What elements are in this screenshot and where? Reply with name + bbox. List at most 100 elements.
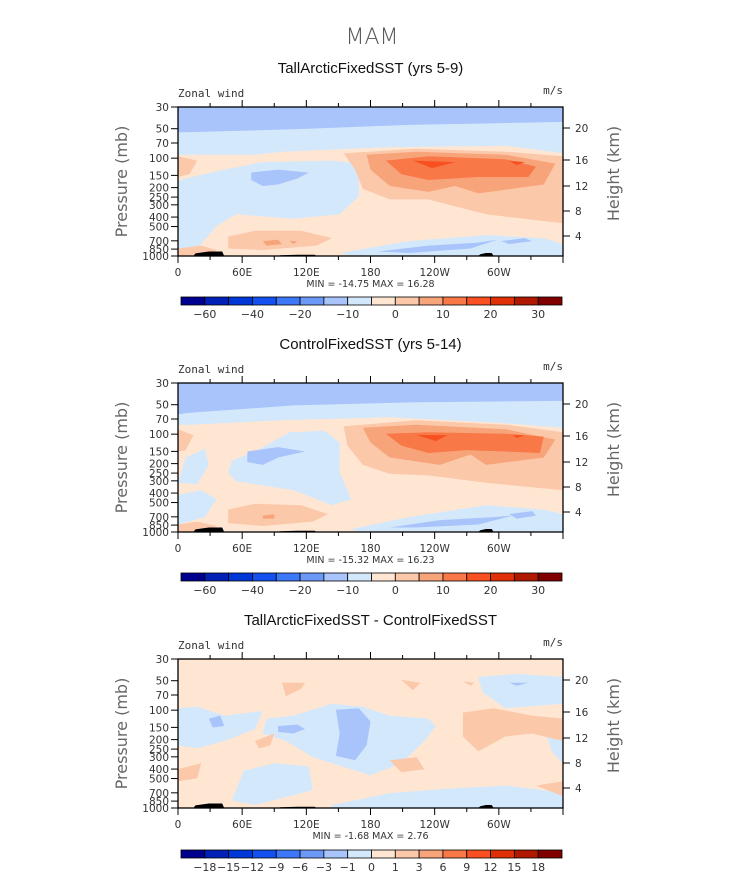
colorbar: −60 −40 −20 −10 0 10 20 30	[180, 572, 563, 597]
y-tick-label: 30	[156, 378, 169, 390]
colorbar-label: −12	[241, 861, 264, 872]
contour-region	[401, 679, 421, 691]
colorbar-box	[537, 572, 563, 582]
colorbar-box	[371, 296, 396, 306]
contour-region	[262, 239, 282, 246]
x-tick-label: 60E	[232, 543, 252, 555]
y-tick-label: 500	[149, 774, 169, 786]
y-right-tick-label: 20	[575, 675, 588, 687]
colorbar-box	[204, 296, 230, 306]
colorbar-box	[180, 849, 206, 859]
topography	[478, 529, 494, 532]
topography	[193, 803, 225, 808]
min-max-label: MIN = -1.68 MAX = 2.76	[312, 831, 428, 842]
y-right-axis-title: Height (km)	[604, 126, 623, 221]
colorbar-box	[252, 296, 277, 306]
colorbar-box	[228, 849, 253, 859]
variable-label: Zonal wind	[178, 87, 244, 100]
contour-region	[178, 107, 563, 133]
colorbar-label: −20	[288, 308, 311, 321]
colorbar-box	[537, 296, 563, 306]
colorbar-label: 0	[392, 308, 399, 321]
colorbar-box	[466, 572, 491, 582]
colorbar-box	[275, 296, 301, 306]
contour-region	[178, 156, 198, 177]
contour-region	[509, 682, 529, 686]
y-right-tick-label: 12	[575, 181, 588, 193]
colorbar: −18 −15 −12 −9 −6 −3 −1 0 1 3 6 9 12 15 18	[180, 849, 563, 872]
x-tick-label: 120E	[293, 543, 320, 555]
colorbar-label: 30	[531, 584, 545, 597]
y-tick-label: 50	[156, 124, 169, 136]
colorbar-box	[371, 572, 396, 582]
x-tick-label: 0	[175, 819, 182, 831]
contour-region	[231, 763, 313, 805]
colorbar-label: −20	[288, 584, 311, 597]
figure-title: MAM	[345, 25, 398, 50]
colorbar-box	[180, 572, 206, 582]
contour-region	[178, 490, 217, 525]
colorbar-box	[466, 296, 491, 306]
y-tick-label: 30	[156, 654, 169, 666]
x-tick-label: 120E	[293, 267, 320, 279]
colorbar-label: −10	[336, 308, 359, 321]
y-axis-title: Pressure (mb)	[112, 402, 131, 514]
contour-region	[332, 785, 563, 808]
y-tick-label: 70	[156, 414, 169, 426]
x-tick-label: 120E	[293, 819, 320, 831]
colorbar-box	[418, 572, 444, 582]
y-tick-label: 250	[149, 192, 169, 204]
y-tick-label: 30	[156, 102, 169, 114]
colorbar-label: 30	[531, 308, 545, 321]
y-right-tick-label: 20	[575, 399, 588, 411]
variable-label: Zonal wind	[178, 363, 244, 376]
contour-region	[208, 715, 225, 728]
x-tick-label: 120W	[419, 267, 450, 279]
y-tick-label: 150	[149, 170, 169, 182]
contour-region	[462, 681, 475, 686]
colorbar-label: 0	[392, 584, 399, 597]
colorbar-box	[418, 849, 444, 859]
contour-region	[178, 763, 202, 782]
y-right-tick-label: 4	[575, 231, 582, 243]
y-tick-label: 700	[149, 236, 169, 248]
colorbar-label: 9	[463, 861, 470, 872]
contour-region	[335, 708, 371, 761]
contour-region	[255, 733, 275, 749]
y-tick-label: 300	[149, 200, 169, 212]
y-right-axis-title: Height (km)	[604, 678, 623, 773]
colorbar-label: 3	[416, 861, 423, 872]
colorbar-box	[490, 849, 515, 859]
contour-region	[178, 160, 359, 252]
contour-region	[281, 682, 306, 697]
panel-2: ControlFixedSST (yrs 5-14) Zonal wind m/s 0…	[112, 336, 623, 597]
x-tick-label: 60E	[232, 819, 252, 831]
y-tick-label: 400	[149, 764, 169, 776]
colorbar-label: −1	[340, 861, 356, 872]
x-tick-label: 0	[175, 543, 182, 555]
min-max-label: MIN = -15.32 MAX = 16.23	[306, 555, 434, 566]
colorbar-box	[442, 296, 468, 306]
contour-region	[278, 724, 306, 734]
colorbar-box	[490, 572, 515, 582]
colorbar-box	[371, 849, 396, 859]
y-right-tick-label: 8	[575, 758, 582, 770]
contour-region	[509, 160, 525, 166]
y-tick-label: 300	[149, 752, 169, 764]
y-tick-label: 100	[149, 705, 169, 717]
contour-field	[178, 107, 563, 256]
contour-region	[178, 429, 194, 452]
colorbar-box	[228, 572, 253, 582]
contour-region	[228, 430, 352, 506]
contour-region	[262, 514, 275, 519]
colorbar-box	[347, 572, 372, 582]
colorbar-box	[490, 296, 515, 306]
x-tick-label: 120W	[419, 819, 450, 831]
colorbar-label: −60	[193, 584, 216, 597]
y-tick-label: 200	[149, 183, 169, 195]
y-right-tick-label: 8	[575, 482, 582, 494]
y-tick-label: 150	[149, 446, 169, 458]
y-tick-label: 250	[149, 468, 169, 480]
contour-region	[247, 447, 306, 465]
